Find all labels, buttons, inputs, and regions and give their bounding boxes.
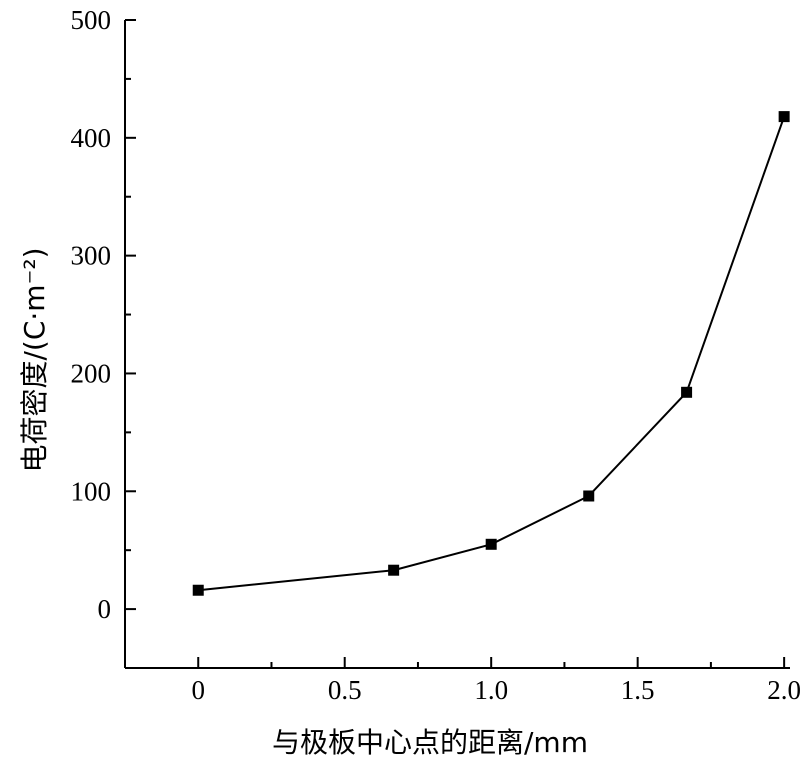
- y-axis-label: 电荷密度/(C·m⁻²): [18, 247, 51, 472]
- ticks: [124, 19, 786, 669]
- data-point: [485, 538, 497, 550]
- tick-labels: 0 100 200 300 400 500 0 0.5 1.0 1.5 2.0: [71, 5, 800, 705]
- data-point: [583, 490, 595, 502]
- x-axis-label: 与极板中心点的距离/mm: [272, 726, 588, 759]
- series: [192, 111, 790, 596]
- x-tick-label: 0.5: [328, 675, 362, 705]
- y-tick-label: 400: [71, 123, 112, 153]
- x-tick-label: 1.0: [474, 675, 508, 705]
- x-tick-label: 0: [191, 675, 205, 705]
- y-tick-label: 0: [98, 594, 112, 624]
- x-tick-label: 1.5: [621, 675, 655, 705]
- axes: [124, 20, 790, 669]
- data-point: [681, 386, 693, 398]
- series-line: [198, 116, 786, 592]
- y-tick-label: 100: [71, 476, 112, 506]
- x-tick-label: 2.0: [767, 675, 800, 705]
- y-tick-label: 200: [71, 358, 112, 388]
- y-tick-label: 300: [71, 241, 112, 271]
- data-point: [388, 564, 400, 576]
- data-point: [778, 111, 790, 123]
- data-point: [192, 584, 204, 596]
- y-tick-label: 500: [71, 5, 112, 35]
